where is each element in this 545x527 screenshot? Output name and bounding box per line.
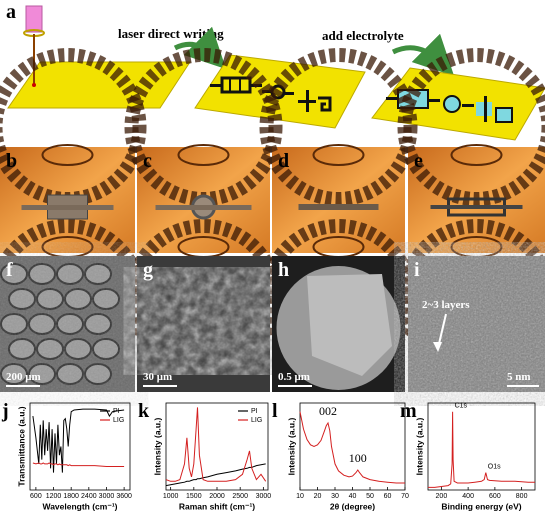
x-tick-label: 1200	[46, 493, 62, 500]
texture	[0, 256, 135, 392]
device-lead	[21, 205, 114, 210]
texture	[408, 256, 545, 392]
chart: 10 20 30 40 50 60 70 2θ (degree) Intensity (a.u.…	[272, 400, 409, 511]
panel-label: i	[414, 259, 420, 281]
legend-label: LIG	[113, 417, 124, 424]
x-tick-label: 800	[516, 493, 528, 500]
series-line	[32, 462, 125, 467]
texture	[137, 276, 270, 366]
device-lead	[430, 205, 523, 209]
x-tick-label: 20	[314, 493, 322, 500]
micrograph: 200 μm f	[0, 256, 135, 392]
x-axis-label: Raman shift (cm⁻¹)	[179, 501, 255, 511]
x-tick-label: 3000	[99, 493, 115, 500]
device-lead	[155, 205, 252, 210]
panel-label: c	[143, 150, 152, 172]
legend-label: PI	[251, 408, 258, 415]
x-tick-label: 2000	[209, 493, 225, 500]
x-axis-label: Binding energy (eV)	[441, 501, 521, 511]
print-logo	[312, 144, 365, 166]
x-axis-label: 2θ (degree)	[330, 501, 375, 511]
x-tick-label: 200	[436, 493, 448, 500]
x-tick-label: 2500	[232, 493, 248, 500]
scale-bar-text: 30 μm	[143, 371, 172, 383]
panel-label: k	[138, 400, 150, 422]
series-line	[428, 411, 535, 488]
print-logo	[41, 144, 94, 166]
panel-label: e	[414, 150, 423, 172]
annotation: 2~3 layers	[422, 299, 470, 311]
legend-label: PI	[113, 408, 120, 415]
panel-label: l	[272, 400, 278, 422]
x-axis-label: Wavelength (cm⁻¹)	[42, 501, 117, 511]
device	[298, 204, 379, 210]
annotation: C1s	[455, 403, 468, 410]
series-line	[165, 407, 267, 482]
arrow-head	[433, 342, 442, 352]
series-line	[165, 463, 266, 487]
panel-label: b	[6, 150, 17, 172]
step-text: laser direct writing	[118, 26, 224, 41]
annotation: 100	[349, 451, 367, 465]
series-line	[32, 408, 125, 473]
plot-frame	[29, 402, 131, 491]
plot-frame	[427, 402, 536, 491]
panel-label: d	[278, 150, 289, 172]
x-tick-label: 600	[489, 493, 501, 500]
scale-bar-text: 200 μm	[6, 371, 41, 383]
x-tick-label: 50	[366, 493, 374, 500]
annotation: O1s	[488, 463, 501, 470]
x-tick-label: 400	[462, 493, 474, 500]
graphene-flake	[307, 274, 392, 376]
laser-spot	[32, 83, 36, 87]
plot-frame	[299, 402, 406, 491]
series-line	[299, 411, 405, 484]
x-tick-label: 2400	[81, 493, 97, 500]
x-tick-label: 60	[384, 493, 392, 500]
panel-label: j	[1, 400, 9, 422]
photo: e	[397, 48, 545, 377]
x-tick-label: 3600	[116, 493, 132, 500]
x-tick-label: 70	[401, 493, 409, 500]
micrograph: 2~3 layers 5 nm i	[408, 256, 545, 392]
x-tick-label: 10	[296, 493, 304, 500]
x-tick-label: 1800	[63, 493, 79, 500]
x-tick-label: 1500	[186, 493, 202, 500]
y-axis-label: Transmittance (a.u.)	[16, 406, 26, 486]
pattern	[210, 76, 332, 112]
panel-label: m	[400, 400, 417, 422]
x-tick-label: 30	[331, 493, 339, 500]
panel-label: g	[143, 259, 153, 281]
x-tick-label: 3000	[256, 493, 272, 500]
scale-bar-text: 0.5 μm	[278, 371, 310, 383]
scale-bar-text: 5 nm	[507, 371, 531, 383]
y-axis-label: Intensity (a.u.)	[152, 418, 162, 476]
micrograph: 0.5 μm h	[272, 256, 405, 392]
step-text: add electrolyte	[322, 28, 404, 43]
micrograph-row: 200 μm f 30 μm g 0.5 μm h 2~3 layers 5 nm i	[0, 256, 545, 392]
panel-label: a	[6, 1, 16, 23]
panel-label: f	[6, 259, 13, 281]
annotation: 002	[319, 404, 337, 418]
print-logo	[450, 144, 503, 166]
print-logo	[177, 144, 230, 166]
legend-label: LIG	[251, 417, 262, 424]
x-tick-label: 600	[30, 493, 42, 500]
x-tick-label: 1000	[163, 493, 179, 500]
laser-head	[25, 5, 43, 33]
micrograph: 30 μm g	[137, 256, 270, 392]
panel-label: h	[278, 259, 289, 281]
x-tick-label: 40	[349, 493, 357, 500]
arrow	[391, 33, 455, 77]
y-axis-label: Intensity (a.u.)	[286, 418, 296, 476]
y-axis-label: Intensity (a.u.)	[414, 418, 424, 476]
